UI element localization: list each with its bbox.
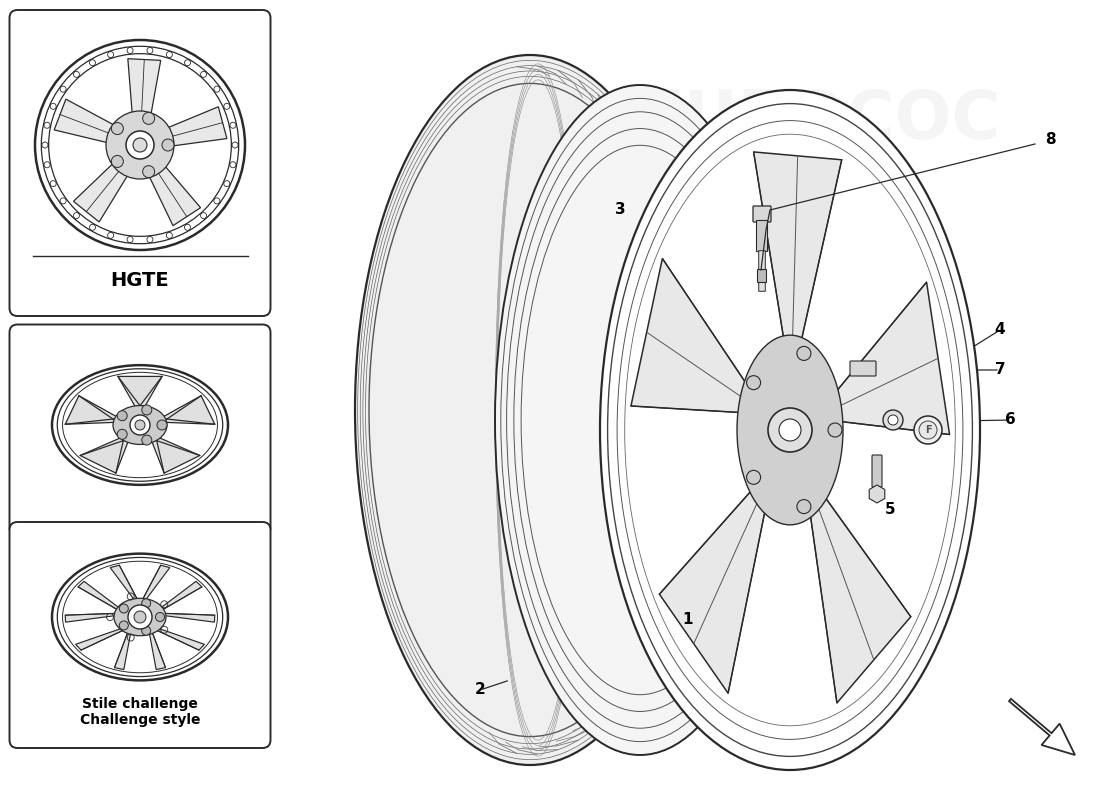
Circle shape (119, 621, 129, 630)
Text: a passion: a passion (431, 378, 729, 582)
Circle shape (796, 499, 811, 514)
Text: Stile challenge
Challenge style: Stile challenge Challenge style (79, 697, 200, 727)
FancyBboxPatch shape (850, 361, 876, 376)
Polygon shape (754, 152, 842, 351)
Text: 5: 5 (884, 502, 895, 518)
FancyBboxPatch shape (759, 250, 766, 291)
Polygon shape (659, 485, 768, 694)
Circle shape (155, 613, 165, 622)
Circle shape (130, 415, 150, 435)
Ellipse shape (113, 406, 167, 445)
Text: 4: 4 (994, 322, 1005, 338)
Text: F: F (925, 425, 932, 435)
Ellipse shape (114, 598, 166, 636)
Circle shape (747, 470, 760, 484)
Circle shape (142, 626, 151, 635)
FancyBboxPatch shape (757, 221, 768, 251)
Circle shape (142, 405, 152, 415)
Polygon shape (76, 628, 124, 650)
Circle shape (747, 376, 760, 390)
Ellipse shape (495, 85, 785, 755)
Polygon shape (78, 582, 120, 610)
Ellipse shape (106, 111, 174, 179)
Circle shape (883, 410, 903, 430)
Polygon shape (65, 396, 119, 424)
Polygon shape (147, 162, 200, 226)
Polygon shape (164, 614, 215, 622)
Circle shape (135, 420, 145, 430)
Text: 1985: 1985 (681, 556, 820, 604)
Circle shape (888, 415, 898, 425)
Polygon shape (808, 490, 911, 703)
Polygon shape (631, 258, 751, 413)
Text: 6: 6 (1004, 413, 1015, 427)
Ellipse shape (737, 335, 843, 525)
FancyArrow shape (1009, 699, 1075, 755)
Text: HGTE: HGTE (111, 270, 169, 290)
Polygon shape (142, 566, 169, 600)
Circle shape (143, 166, 155, 178)
FancyBboxPatch shape (758, 270, 767, 282)
Polygon shape (162, 396, 214, 424)
Circle shape (128, 605, 152, 629)
Circle shape (126, 131, 154, 159)
Polygon shape (151, 437, 200, 473)
Circle shape (119, 604, 129, 613)
FancyBboxPatch shape (10, 325, 271, 535)
Polygon shape (156, 628, 205, 650)
Text: EUROCOC: EUROCOC (639, 87, 1001, 153)
Circle shape (142, 599, 151, 608)
Text: 2: 2 (474, 682, 485, 698)
Ellipse shape (600, 90, 980, 770)
Circle shape (118, 430, 128, 439)
Polygon shape (110, 566, 138, 600)
Circle shape (918, 421, 937, 439)
Text: 3: 3 (615, 202, 625, 218)
Circle shape (828, 423, 842, 437)
Ellipse shape (52, 554, 228, 680)
Circle shape (111, 155, 123, 167)
Text: 1: 1 (683, 613, 693, 627)
Polygon shape (832, 282, 949, 434)
Ellipse shape (35, 40, 245, 250)
FancyBboxPatch shape (754, 206, 771, 222)
Polygon shape (65, 614, 117, 622)
Circle shape (796, 346, 811, 361)
Circle shape (157, 420, 167, 430)
Polygon shape (161, 582, 202, 610)
Ellipse shape (52, 365, 228, 485)
FancyBboxPatch shape (10, 522, 271, 748)
Polygon shape (164, 106, 227, 146)
Polygon shape (74, 160, 130, 222)
Circle shape (779, 419, 801, 441)
Polygon shape (114, 632, 131, 670)
FancyBboxPatch shape (10, 10, 271, 316)
Polygon shape (150, 632, 165, 670)
Circle shape (111, 122, 123, 134)
Circle shape (914, 416, 942, 444)
Circle shape (133, 138, 147, 152)
Polygon shape (80, 437, 129, 473)
Circle shape (134, 611, 146, 623)
Circle shape (768, 408, 812, 452)
Ellipse shape (355, 55, 705, 765)
Polygon shape (118, 377, 162, 409)
Polygon shape (54, 99, 119, 144)
Circle shape (162, 139, 174, 151)
Circle shape (118, 410, 128, 421)
Text: 8: 8 (1045, 133, 1055, 147)
Circle shape (142, 435, 152, 445)
FancyBboxPatch shape (872, 455, 882, 487)
Text: 7: 7 (994, 362, 1005, 378)
Polygon shape (128, 58, 161, 119)
Circle shape (143, 112, 155, 124)
